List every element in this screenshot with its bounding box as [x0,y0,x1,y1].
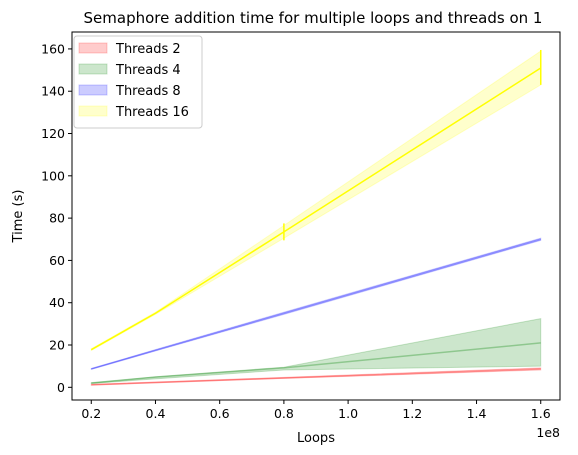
x-tick-label: 0.6 [210,406,230,421]
y-axis-ticks: 0 20 40 60 80 100 120 140 160 [41,41,72,395]
y-tick-label: 40 [49,295,65,310]
x-axis-ticks: 0.2 0.4 0.6 0.8 1.0 1.2 1.4 1.6 [81,400,551,421]
legend-label-threads-4: Threads 4 [115,63,181,78]
y-axis-label: Time (s) [11,190,26,244]
y-tick-label: 20 [49,338,65,353]
y-tick-label: 120 [41,126,65,141]
legend-label-threads-16: Threads 16 [115,105,189,120]
x-tick-label: 1.6 [531,406,551,421]
line-threads-4 [91,342,541,384]
x-tick-label: 0.4 [146,406,166,421]
y-tick-label: 80 [49,211,65,226]
error-bars [283,49,542,241]
x-axis-label: Loops [297,431,335,446]
line-threads-8 [91,238,541,370]
x-axis-offset-label: 1e8 [536,425,560,440]
legend-swatch-threads-8 [78,84,108,96]
line-threads-16 [90,67,542,351]
x-tick-label: 0.8 [274,406,294,421]
band-threads-8 [90,237,542,370]
y-tick-label: 0 [57,380,65,395]
x-tick-label: 1.4 [467,406,487,421]
x-tick-label: 1.0 [338,406,358,421]
y-tick-label: 60 [49,253,65,268]
y-tick-label: 140 [41,84,65,99]
legend-swatch-threads-16 [78,105,108,117]
x-tick-label: 0.2 [81,406,101,421]
legend: Threads 2 Threads 4 Threads 8 Threads 16 [73,35,203,129]
x-tick-label: 1.2 [402,406,422,421]
plot-frame [71,31,561,401]
band-threads-2 [90,367,542,386]
band-threads-4 [90,317,542,385]
series-lines [90,67,542,386]
legend-swatch-threads-2 [78,42,108,54]
line-threads-2 [91,368,541,386]
legend-label-threads-8: Threads 8 [115,84,181,99]
y-tick-label: 100 [41,168,65,183]
legend-label-threads-2: Threads 2 [115,42,181,57]
y-tick-label: 160 [41,41,65,56]
confidence-bands [90,50,542,386]
chart-title: Semaphore addition time for multiple loo… [84,9,543,27]
legend-swatch-threads-4 [78,63,108,75]
legend-frame [73,35,203,129]
